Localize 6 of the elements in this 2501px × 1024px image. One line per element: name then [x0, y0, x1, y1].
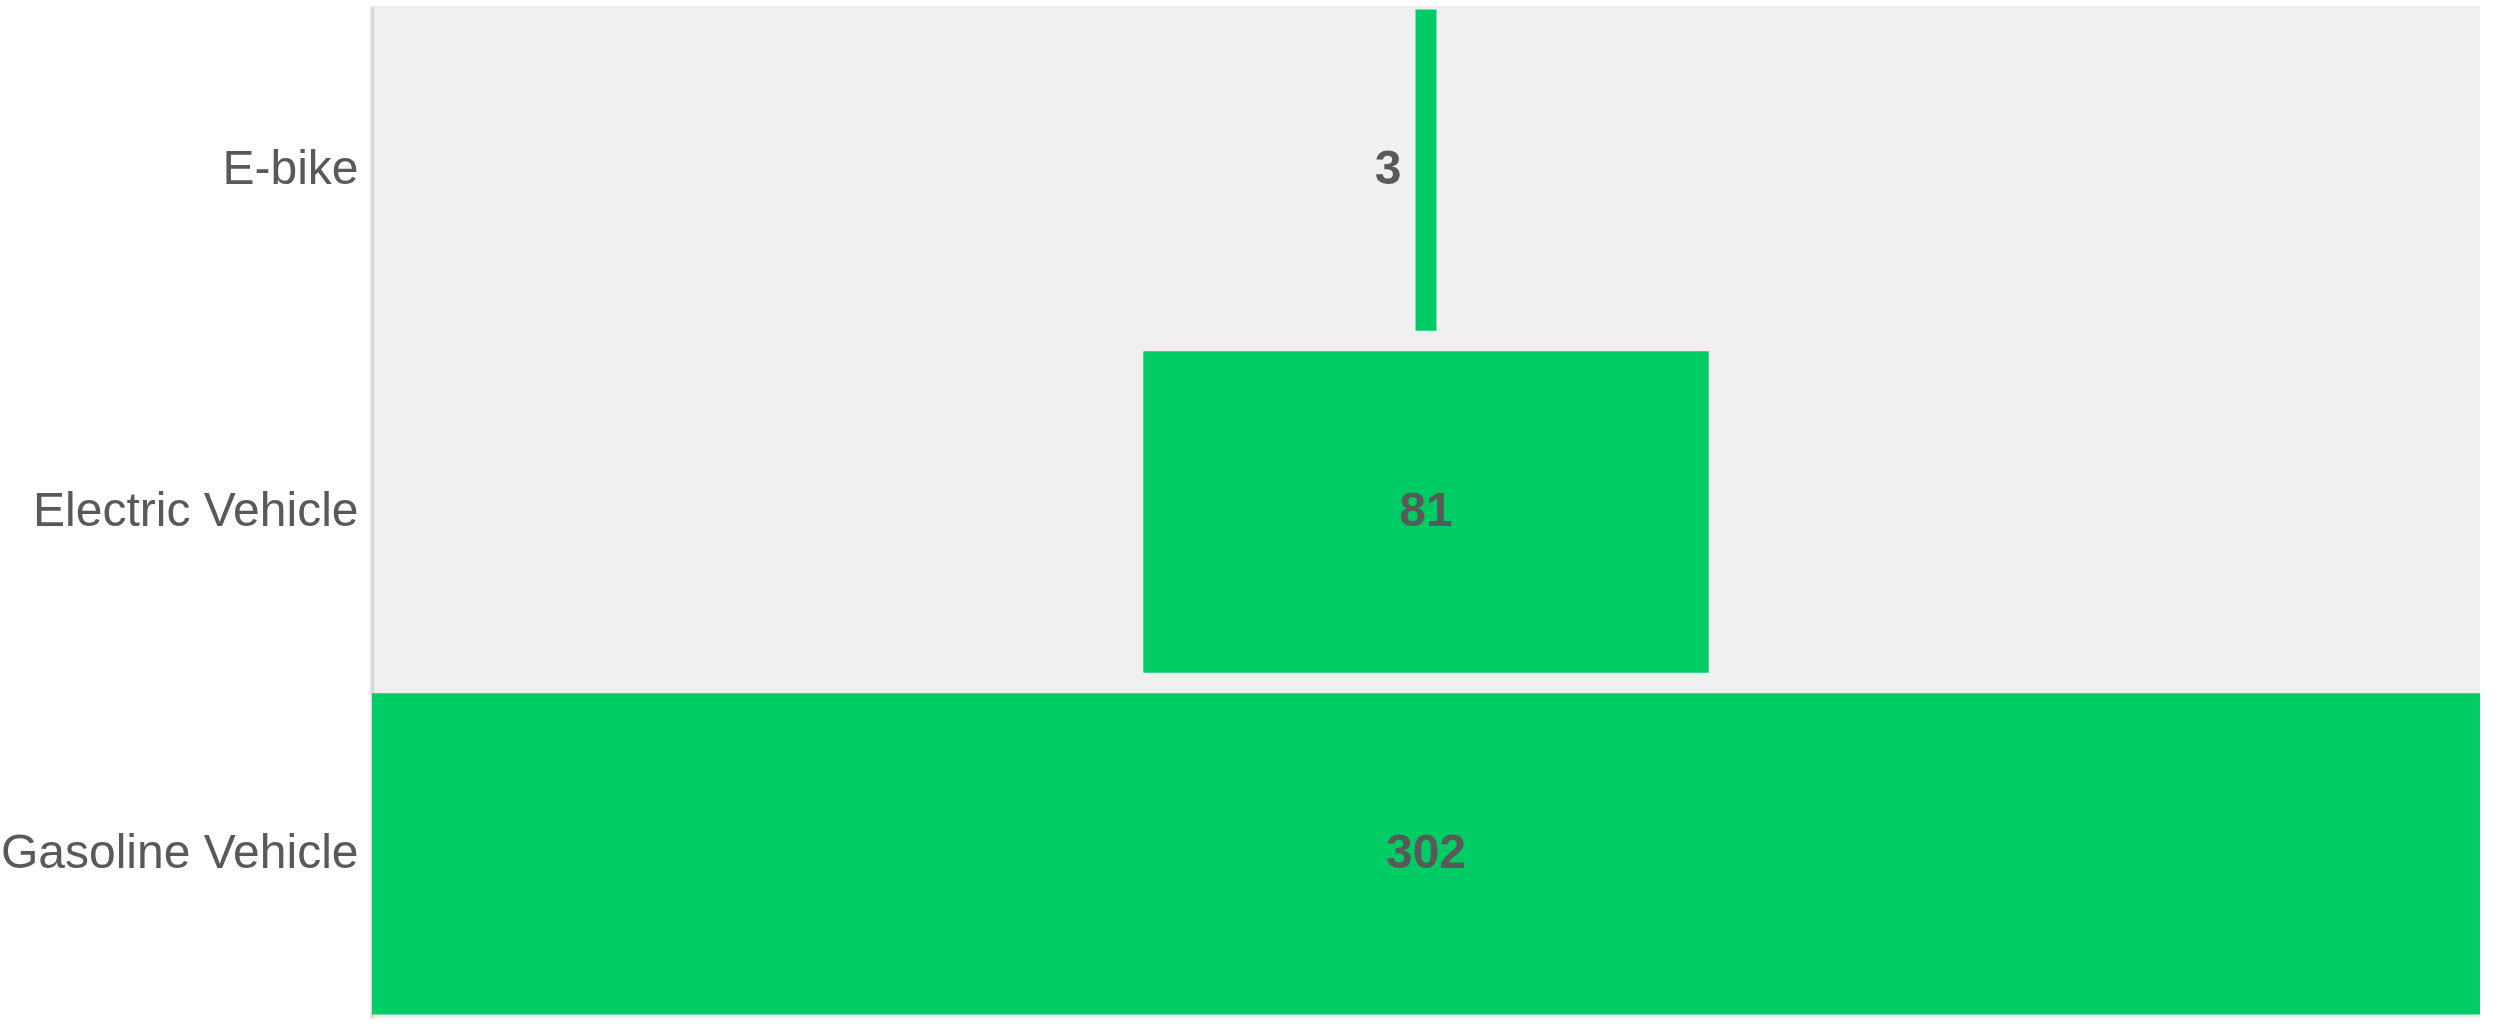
category-label: E-bike: [222, 141, 359, 195]
data-label: 302: [1385, 824, 1467, 878]
data-label: 81: [1399, 483, 1453, 536]
category-label: Electric Vehicle: [33, 483, 359, 536]
data-label: 3: [1374, 141, 1402, 195]
category-label: Gasoline Vehicle: [0, 824, 359, 878]
